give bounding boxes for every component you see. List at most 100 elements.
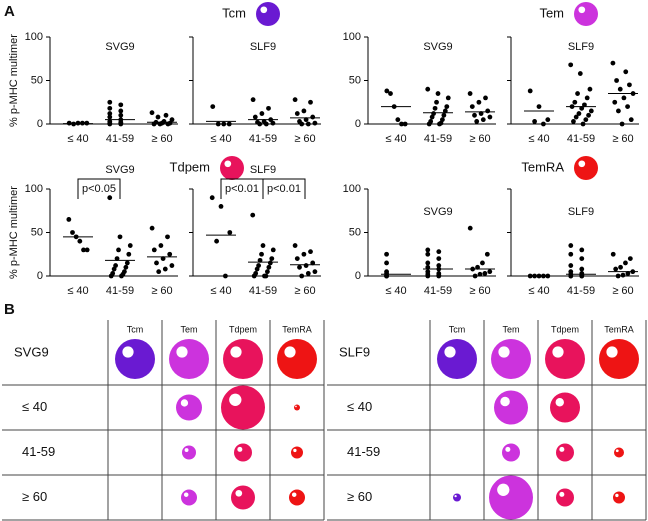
dot bbox=[617, 86, 623, 92]
dot bbox=[265, 269, 270, 275]
dot bbox=[118, 102, 124, 108]
dot bbox=[425, 264, 431, 270]
dot bbox=[257, 257, 263, 263]
x-tick-label: ≥ 60 bbox=[294, 285, 315, 297]
bubble bbox=[231, 485, 255, 510]
dot bbox=[532, 118, 537, 124]
y-tick-label: 0 bbox=[355, 270, 361, 282]
bubble bbox=[613, 491, 625, 504]
dot bbox=[107, 99, 113, 105]
dot bbox=[435, 91, 441, 96]
dot bbox=[107, 114, 113, 120]
y-tick-label: 100 bbox=[343, 183, 361, 195]
dot bbox=[487, 269, 493, 275]
row-header: ≤ 40 bbox=[22, 399, 47, 414]
column-header: Tem bbox=[502, 324, 519, 334]
x-tick-label: 41-59 bbox=[249, 133, 277, 145]
dot bbox=[395, 117, 401, 123]
subplot-title: SLF9 bbox=[250, 41, 276, 53]
dot bbox=[442, 108, 448, 114]
dot bbox=[579, 247, 585, 253]
dot bbox=[118, 112, 124, 118]
bubble bbox=[223, 339, 263, 379]
bubble bbox=[599, 339, 639, 379]
dot bbox=[107, 195, 113, 201]
dot bbox=[480, 117, 486, 123]
dot bbox=[254, 266, 260, 272]
dot bbox=[251, 273, 257, 279]
dot bbox=[469, 104, 475, 109]
dot bbox=[623, 69, 629, 75]
subplot-title: SVG9 bbox=[105, 41, 134, 53]
highlight bbox=[615, 449, 619, 453]
dot bbox=[615, 273, 621, 279]
dot bbox=[301, 108, 307, 114]
column-header: Tcm bbox=[449, 324, 466, 334]
dot bbox=[487, 114, 493, 120]
y-tick-label: 50 bbox=[349, 74, 361, 86]
dot bbox=[294, 111, 300, 116]
dot bbox=[266, 264, 272, 270]
dot bbox=[620, 272, 626, 278]
dot bbox=[432, 105, 438, 111]
dot bbox=[467, 91, 473, 96]
dot bbox=[149, 110, 155, 116]
dot bbox=[259, 111, 265, 116]
group-title: Tem bbox=[539, 5, 564, 20]
highlight bbox=[230, 346, 242, 358]
highlight bbox=[505, 446, 511, 452]
dot bbox=[127, 243, 133, 248]
highlight bbox=[500, 396, 510, 407]
dot bbox=[165, 234, 170, 240]
dot bbox=[475, 264, 480, 270]
bubble bbox=[545, 339, 585, 379]
dot bbox=[262, 273, 267, 279]
highlight bbox=[176, 346, 188, 358]
bubble bbox=[294, 404, 300, 411]
dot bbox=[81, 247, 86, 253]
dot bbox=[158, 243, 164, 248]
y-tick-label: 50 bbox=[31, 226, 43, 238]
dot bbox=[384, 273, 389, 279]
dot bbox=[402, 121, 408, 127]
dot bbox=[297, 264, 302, 270]
dot bbox=[269, 256, 275, 261]
dot bbox=[119, 273, 124, 279]
x-tick-label: ≥ 60 bbox=[151, 133, 172, 145]
x-tick-label: ≥ 60 bbox=[612, 133, 633, 145]
y-tick-label: 50 bbox=[31, 74, 43, 86]
bubble bbox=[550, 392, 580, 423]
dot bbox=[151, 121, 157, 127]
y-axis-label: % p-MHC multimer bbox=[8, 34, 20, 127]
bubble bbox=[289, 489, 305, 506]
y-axis-label: % p-MHC multimer bbox=[8, 186, 20, 279]
dot bbox=[588, 108, 594, 114]
y-tick-label: 100 bbox=[343, 31, 361, 43]
x-tick-label: 41-59 bbox=[424, 285, 452, 297]
dot bbox=[474, 118, 480, 124]
dot bbox=[111, 266, 117, 272]
x-tick-label: 41-59 bbox=[567, 133, 595, 145]
dot bbox=[568, 243, 574, 248]
significance-label: p<0.01 bbox=[267, 183, 301, 195]
dot bbox=[154, 260, 159, 266]
dot bbox=[116, 247, 121, 253]
dot bbox=[149, 225, 155, 231]
highlight bbox=[284, 346, 296, 358]
dot bbox=[165, 121, 171, 127]
dot bbox=[84, 247, 90, 253]
x-tick-label: ≥ 60 bbox=[294, 133, 315, 145]
dot bbox=[167, 251, 173, 257]
dot bbox=[614, 78, 619, 83]
dot bbox=[270, 247, 276, 253]
highlight bbox=[183, 492, 189, 497]
column-header: TemRA bbox=[282, 324, 312, 334]
bubble bbox=[574, 2, 598, 26]
column-header: Tdpem bbox=[229, 324, 257, 334]
dot bbox=[218, 204, 224, 209]
bubble bbox=[574, 156, 598, 180]
x-tick-label: ≥ 60 bbox=[469, 133, 490, 145]
dot bbox=[305, 270, 311, 276]
dot bbox=[425, 273, 431, 279]
dot bbox=[260, 243, 266, 248]
